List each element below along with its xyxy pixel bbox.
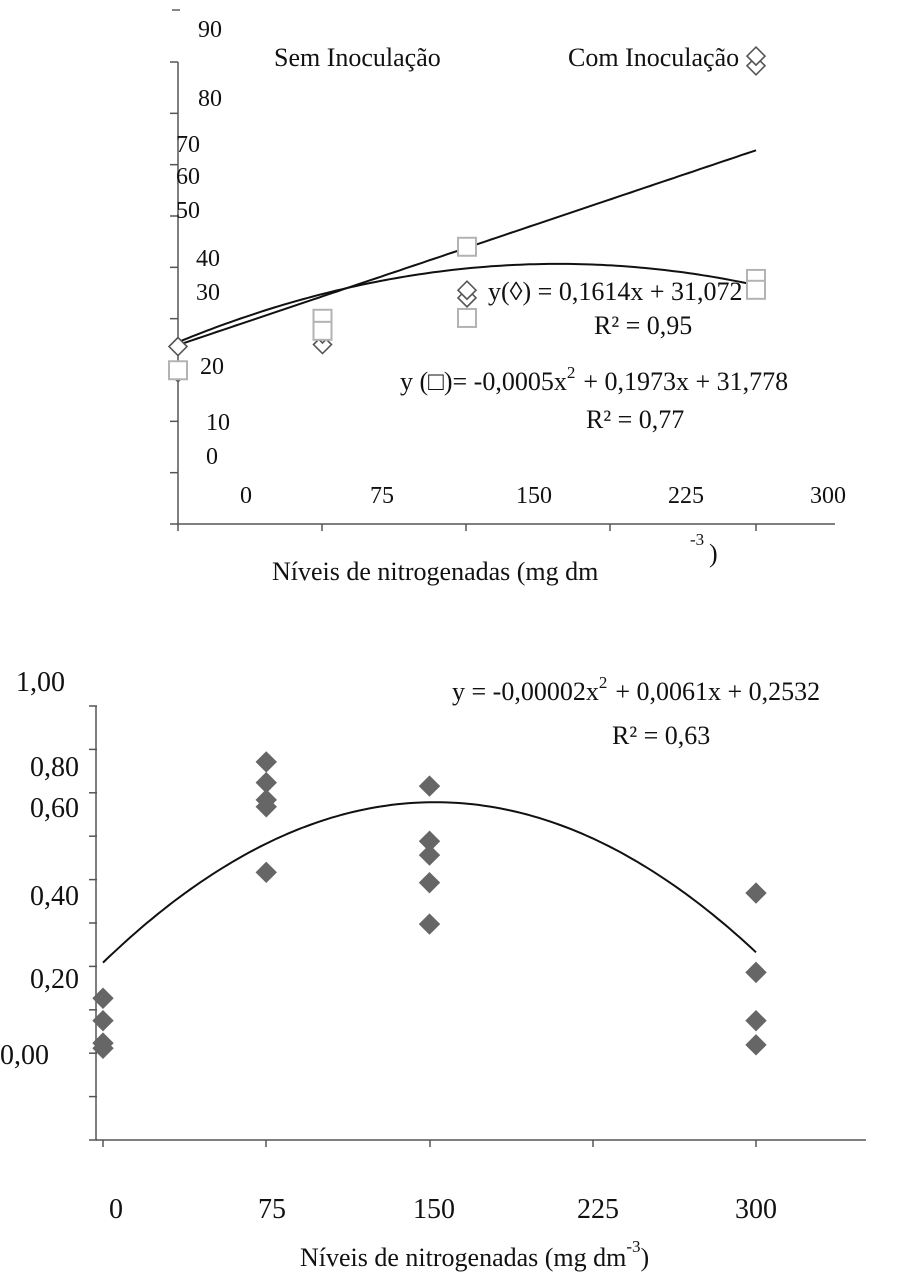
chart-2-y-ticks <box>89 705 97 1141</box>
chart-2-point-diamond <box>255 796 277 818</box>
chart-1-x-tick-label: 300 <box>810 483 846 509</box>
chart-2-y-tick-label: 1,00 <box>16 667 65 698</box>
chart-2-equation-main: y = -0,00002x <box>452 677 599 706</box>
chart-2: 0,00 0,20 0,40 0,60 0,80 1,00 0 75 150 2… <box>0 667 866 1272</box>
chart-1-x-tick-label: 75 <box>370 483 394 509</box>
chart-2-point-diamond <box>418 844 441 866</box>
chart-1-points <box>167 45 767 383</box>
chart-2-point-diamond <box>745 1009 767 1032</box>
chart-1-point-diamond <box>167 336 189 357</box>
chart-2-point-diamond <box>92 1037 114 1059</box>
chart-2-y-tick-label: 0,00 <box>0 1040 49 1071</box>
chart-1-y-tick-label: 70 <box>176 132 200 158</box>
chart-1-equation-quadratic-sup: 2 <box>567 363 576 382</box>
chart-1-trendline-quadratic <box>177 262 757 344</box>
chart-2-x-axis-title-sup: -3 <box>626 1237 640 1256</box>
chart-2-point-diamond <box>92 1009 114 1032</box>
chart-1-x-axis-title: Níveis de nitrogenadas (mg dm <box>272 557 598 586</box>
chart-2-point-diamond <box>418 871 441 894</box>
chart-2-x-tick-label: 0 <box>109 1194 123 1225</box>
chart-1-equation-quadratic: y (□)= -0,0005x2 + 0,1973x + 31,778 <box>400 363 788 396</box>
chart-2-point-diamond <box>255 861 277 884</box>
chart-2-point-diamond <box>745 882 767 904</box>
chart-1-point-diamond <box>456 280 478 301</box>
chart-1-legend-com: Com Inoculação <box>568 43 739 72</box>
chart-1-point-square <box>168 360 188 381</box>
chart-1-x-axis-title-main: Níveis de nitrogenadas (mg dm <box>272 557 598 586</box>
chart-1: 0 10 20 30 40 50 60 70 80 90 0 75 150 22… <box>167 9 846 586</box>
chart-1-point-square <box>457 307 477 328</box>
chart-2-point-diamond <box>745 1034 767 1056</box>
chart-1-y-tick-label: 50 <box>176 198 200 224</box>
chart-1-y-tick-label: 30 <box>196 280 220 306</box>
chart-1-y-tick-label: 20 <box>200 354 224 380</box>
chart-1-point-square <box>312 320 333 341</box>
chart-2-x-axis-title-close: ) <box>641 1243 650 1272</box>
chart-1-equation-quadratic-main: y (□)= -0,0005x <box>400 367 567 396</box>
chart-1-equation-quadratic-tail: + 0,1973x + 31,778 <box>583 367 788 396</box>
chart-2-y-tick-label: 0,40 <box>30 881 79 912</box>
chart-1-y-tick-label: 0 <box>206 444 218 470</box>
chart-1-point-square <box>457 236 477 257</box>
chart-2-equation: y = -0,00002x2 + 0,0061x + 0,2532 <box>452 673 820 706</box>
chart-2-trendline-quadratic <box>102 801 757 964</box>
chart-1-legend-sem: Sem Inoculação <box>274 43 441 72</box>
chart-2-x-tick-label: 150 <box>413 1194 455 1225</box>
chart-1-r2-linear: R² = 0,95 <box>594 311 692 340</box>
chart-2-point-diamond <box>92 987 114 1009</box>
chart-2-x-axis-title-main: Níveis de nitrogenadas (mg dm <box>300 1243 626 1272</box>
chart-1-x-ticks <box>177 524 757 531</box>
chart-2-x-tick-label: 225 <box>577 1194 619 1225</box>
chart-2-x-ticks <box>102 1140 757 1147</box>
chart-2-points <box>92 751 767 1059</box>
chart-1-point-diamond <box>745 45 767 67</box>
chart-1-y-tick-label: 40 <box>196 246 220 272</box>
chart-2-point-diamond <box>418 913 441 935</box>
chart-1-point-square <box>746 279 766 300</box>
chart-2-x-tick-label: 300 <box>735 1194 777 1225</box>
chart-2-r2: R² = 0,63 <box>612 721 710 750</box>
chart-1-r2-quadratic: R² = 0,77 <box>586 405 684 434</box>
chart-1-y-tick-label: 10 <box>206 410 230 436</box>
chart-1-y-tick-label: 60 <box>176 164 200 190</box>
chart-1-x-tick-label: 0 <box>240 483 252 509</box>
chart-1-x-axis-title-sup: -3 <box>690 530 704 549</box>
chart-1-x-axis-title-close: ) <box>709 539 718 568</box>
chart-2-point-diamond <box>418 775 441 797</box>
chart-2-y-tick-label: 0,20 <box>30 964 79 995</box>
chart-2-equation-tail: + 0,0061x + 0,2532 <box>615 677 820 706</box>
chart-2-equation-sup: 2 <box>599 673 608 692</box>
chart-2-x-axis-title: Níveis de nitrogenadas (mg dm-3) <box>300 1237 649 1272</box>
chart-1-y-tick-label: 90 <box>198 17 222 43</box>
chart-2-y-tick-label: 0,80 <box>30 752 79 783</box>
chart-1-x-tick-label: 225 <box>668 483 704 509</box>
chart-2-point-diamond <box>255 751 277 773</box>
chart-2-point-diamond <box>745 961 767 984</box>
chart-1-x-tick-label: 150 <box>516 483 552 509</box>
chart-2-y-tick-label: 0,60 <box>30 793 79 824</box>
chart-1-y-tick-label: 80 <box>198 86 222 112</box>
chart-1-equation-linear: y(◊) = 0,1614x + 31,072 <box>488 277 743 306</box>
chart-2-x-tick-label: 75 <box>258 1194 286 1225</box>
